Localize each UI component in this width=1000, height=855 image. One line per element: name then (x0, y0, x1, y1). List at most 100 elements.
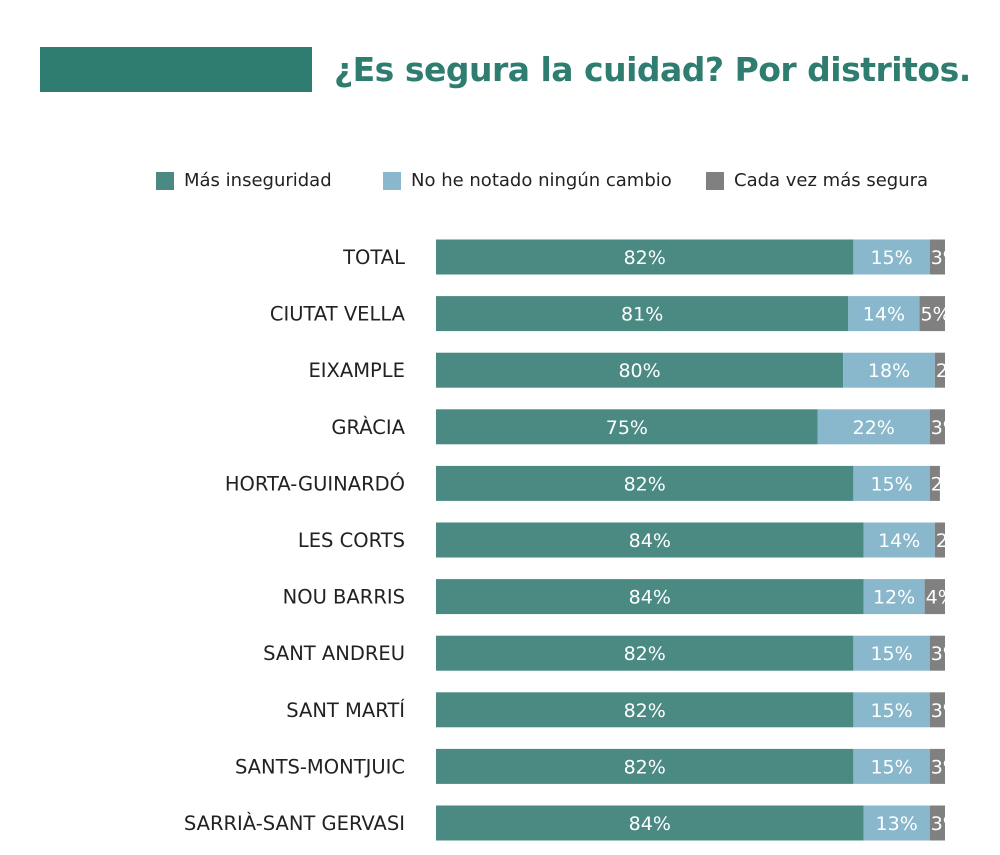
data-label-cada-vez-mas-segura-sarria-sant-gervasi: 3% (931, 813, 961, 835)
legend-item-mas-inseguridad: Más inseguridad (156, 170, 332, 191)
category-label-total: TOTAL (342, 246, 405, 269)
bar-row-gracia: 75% 22% 3% (436, 409, 961, 445)
bar-row-eixample: 80% 18% 2% (436, 352, 966, 388)
bar-row-les-corts: 84% 14% 2% (436, 522, 966, 558)
data-label-no-he-notado-ningun-cambio-gracia: 22% (853, 417, 895, 439)
data-label-no-he-notado-ningun-cambio-horta-guinardo: 15% (870, 473, 912, 495)
category-label-nou-barris: NOU BARRIS (283, 586, 405, 609)
data-label-cada-vez-mas-segura-sant-andreu: 3% (931, 643, 961, 665)
data-label-no-he-notado-ningun-cambio-sants-montjuic: 15% (870, 756, 912, 778)
bar-segment-no-he-notado-ningun-cambio-nou-barris (863, 579, 925, 615)
chart-title: ¿Es segura la cuidad? Por distritos. (334, 50, 971, 89)
bar-row-sant-marti: 82% 15% 3% (436, 692, 961, 728)
legend-item-mas-segura: Cada vez más segura (706, 170, 928, 191)
bar-segment-mas-inseguridad-ciutat-vella (436, 296, 849, 332)
data-label-cada-vez-mas-segura-horta-guinardo: 2% (931, 473, 961, 495)
data-label-no-he-notado-ningun-cambio-eixample: 18% (868, 360, 910, 382)
bar-segment-no-he-notado-ningun-cambio-ciutat-vella (848, 296, 920, 332)
bar-row-sarria-sant-gervasi: 84% 13% 3% (436, 805, 961, 841)
bar-segment-cada-vez-mas-segura-total (929, 239, 945, 275)
legend-swatch-sin-cambio (383, 171, 401, 190)
bar-row-nou-barris: 84% 12% 4% (436, 579, 956, 615)
data-label-mas-inseguridad-les-corts: 84% (629, 530, 671, 552)
data-label-no-he-notado-ningun-cambio-sarria-sant-gervasi: 13% (876, 813, 918, 835)
bar-segment-cada-vez-mas-segura-les-corts (934, 522, 945, 558)
data-label-cada-vez-mas-segura-eixample: 2% (936, 360, 966, 382)
data-label-cada-vez-mas-segura-nou-barris: 4% (926, 587, 956, 609)
bar-row-sants-montjuic: 82% 15% 3% (436, 748, 961, 784)
bar-segment-no-he-notado-ningun-cambio-gracia (817, 409, 930, 445)
data-label-mas-inseguridad-horta-guinardo: 82% (624, 473, 666, 495)
data-label-mas-inseguridad-sants-montjuic: 82% (624, 756, 666, 778)
data-label-mas-inseguridad-gracia: 75% (606, 417, 648, 439)
bar-row-total: 82% 15% 3% (436, 239, 961, 275)
bar-segment-mas-inseguridad-sants-montjuic (436, 748, 854, 784)
category-label-sant-marti: SANT MARTÍ (286, 699, 405, 722)
category-label-horta-guinardo: HORTA-GUINARDÓ (225, 471, 405, 495)
data-label-no-he-notado-ningun-cambio-total: 15% (870, 247, 912, 269)
data-label-cada-vez-mas-segura-sant-marti: 3% (931, 700, 961, 722)
bar-segment-cada-vez-mas-segura-gracia (929, 409, 945, 445)
data-label-mas-inseguridad-sarria-sant-gervasi: 84% (629, 813, 671, 835)
data-label-mas-inseguridad-total: 82% (624, 247, 666, 269)
bar-segment-cada-vez-mas-segura-sarria-sant-gervasi (929, 805, 945, 841)
legend-item-sin-cambio: No he notado ningún cambio (383, 170, 672, 191)
legend-swatch-mas-inseguridad (156, 171, 174, 190)
data-label-no-he-notado-ningun-cambio-les-corts: 14% (878, 530, 920, 552)
bar-segment-no-he-notado-ningun-cambio-sant-marti (853, 692, 930, 728)
chart-legend: Más inseguridad No he notado ningún camb… (0, 170, 1000, 196)
bar-segment-cada-vez-mas-segura-horta-guinardo (929, 465, 940, 501)
bar-segment-no-he-notado-ningun-cambio-eixample (843, 352, 935, 388)
bar-row-ciutat-vella: 81% 14% 5% (436, 296, 951, 332)
category-label-sants-montjuic: SANTS-MONTJUIC (235, 755, 405, 778)
data-label-no-he-notado-ningun-cambio-ciutat-vella: 14% (863, 304, 905, 326)
data-label-no-he-notado-ningun-cambio-nou-barris: 12% (873, 587, 915, 609)
data-label-no-he-notado-ningun-cambio-sant-andreu: 15% (870, 643, 912, 665)
bar-segment-mas-inseguridad-sarria-sant-gervasi (436, 805, 864, 841)
category-label-ciutat-vella: CIUTAT VELLA (270, 303, 406, 326)
bar-segment-mas-inseguridad-eixample (436, 352, 844, 388)
bar-segment-no-he-notado-ningun-cambio-les-corts (863, 522, 935, 558)
data-label-cada-vez-mas-segura-total: 3% (931, 247, 961, 269)
bar-segment-mas-inseguridad-total (436, 239, 854, 275)
data-label-cada-vez-mas-segura-les-corts: 2% (936, 530, 966, 552)
data-label-cada-vez-mas-segura-ciutat-vella: 5% (921, 304, 951, 326)
bar-segment-mas-inseguridad-sant-andreu (436, 635, 854, 671)
data-label-cada-vez-mas-segura-sants-montjuic: 3% (931, 756, 961, 778)
data-label-mas-inseguridad-sant-andreu: 82% (624, 643, 666, 665)
category-label-sant-andreu: SANT ANDREU (263, 642, 405, 665)
bar-segment-cada-vez-mas-segura-nou-barris (924, 579, 945, 615)
legend-label-mas-inseguridad: Más inseguridad (184, 170, 332, 191)
bar-segment-cada-vez-mas-segura-eixample (934, 352, 945, 388)
data-label-mas-inseguridad-sant-marti: 82% (624, 700, 666, 722)
bar-segment-cada-vez-mas-segura-ciutat-vella (919, 296, 945, 332)
data-label-mas-inseguridad-nou-barris: 84% (629, 587, 671, 609)
bar-segment-mas-inseguridad-gracia (436, 409, 818, 445)
bar-segment-mas-inseguridad-sant-marti (436, 692, 854, 728)
data-label-mas-inseguridad-ciutat-vella: 81% (621, 304, 663, 326)
bar-segment-mas-inseguridad-nou-barris (436, 579, 864, 615)
bar-segment-no-he-notado-ningun-cambio-horta-guinardo (853, 465, 930, 501)
bar-segment-no-he-notado-ningun-cambio-sarria-sant-gervasi (863, 805, 930, 841)
bar-segment-no-he-notado-ningun-cambio-sant-andreu (853, 635, 930, 671)
title-accent-block (40, 47, 312, 92)
bar-segment-no-he-notado-ningun-cambio-sants-montjuic (853, 748, 930, 784)
bar-segment-mas-inseguridad-les-corts (436, 522, 864, 558)
data-label-no-he-notado-ningun-cambio-sant-marti: 15% (870, 700, 912, 722)
bar-segment-mas-inseguridad-horta-guinardo (436, 465, 854, 501)
category-label-les-corts: LES CORTS (298, 529, 405, 552)
category-label-eixample: EIXAMPLE (308, 359, 405, 382)
category-label-sarria-sant-gervasi: SARRIÀ-SANT GERVASI (184, 812, 405, 835)
bar-segment-no-he-notado-ningun-cambio-total (853, 239, 930, 275)
bar-row-sant-andreu: 82% 15% 3% (436, 635, 961, 671)
category-label-gracia: GRÀCIA (331, 416, 405, 439)
legend-label-sin-cambio: No he notado ningún cambio (411, 170, 672, 191)
data-label-cada-vez-mas-segura-gracia: 3% (931, 417, 961, 439)
legend-swatch-mas-segura (706, 171, 724, 190)
bar-segment-cada-vez-mas-segura-sants-montjuic (929, 748, 945, 784)
bar-row-horta-guinardo: 82% 15% 2% (436, 465, 961, 501)
bar-segment-cada-vez-mas-segura-sant-andreu (929, 635, 945, 671)
bar-segment-cada-vez-mas-segura-sant-marti (929, 692, 945, 728)
data-label-mas-inseguridad-eixample: 80% (618, 360, 660, 382)
